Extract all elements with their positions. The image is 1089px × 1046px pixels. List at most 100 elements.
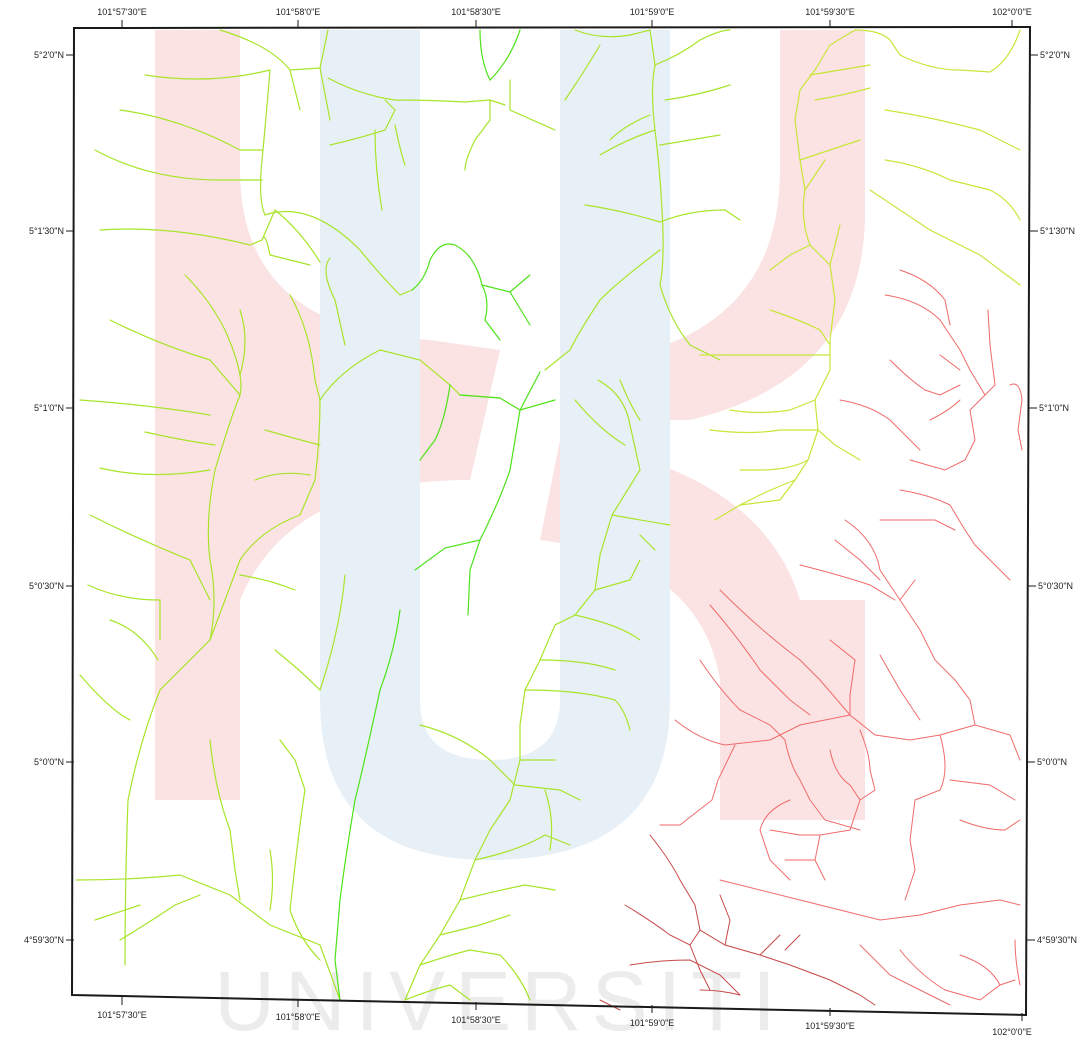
stream-line — [264, 211, 413, 296]
watermark-text: UNIVERSITI — [214, 954, 785, 1041]
stream-line — [574, 379, 671, 551]
stream-line — [261, 236, 311, 266]
stream-line — [689, 894, 731, 991]
stream-line — [79, 674, 131, 721]
stream-line — [814, 729, 876, 881]
right-lat-label: 5°2'0"N — [1040, 50, 1070, 60]
stream-line — [649, 834, 876, 1006]
stream-line — [329, 99, 406, 211]
stream-line — [709, 399, 861, 461]
stream-line — [839, 383, 1023, 451]
stream-line — [884, 294, 986, 471]
left-lat-label: 5°1'0"N — [34, 403, 64, 413]
stream-line — [109, 319, 241, 396]
stream-line — [584, 204, 741, 223]
stream-line — [411, 243, 531, 341]
left-lat-label: 5°0'0"N — [34, 757, 64, 767]
top-lon-label: 101°57'30"E — [97, 7, 147, 17]
left-lat-label: 4°59'30"N — [24, 935, 64, 945]
stream-line — [209, 739, 274, 911]
bottom-lon-label: 101°59'0"E — [630, 1018, 675, 1028]
right-lat-label: 5°0'30"N — [1038, 581, 1073, 591]
stream-line — [319, 349, 501, 401]
stream-line — [327, 77, 506, 106]
stream-line — [574, 29, 731, 66]
stream-line — [404, 834, 571, 1001]
stream-line — [844, 519, 1021, 761]
stream-line — [859, 939, 1021, 1006]
stream-line — [404, 379, 641, 1001]
stream-line — [79, 399, 211, 416]
right-lat-label: 5°0'0"N — [1037, 757, 1067, 767]
stream-line — [274, 574, 346, 692]
stream-line — [884, 109, 1021, 221]
stream-line — [464, 79, 556, 171]
left-lat-label: 5°2'0"N — [34, 50, 64, 60]
watermark-logo: UNIVERSITI — [155, 30, 865, 1046]
stream-line — [659, 739, 861, 831]
left-lat-label: 5°0'30"N — [29, 581, 64, 591]
stream-line — [674, 659, 851, 746]
stream-line — [699, 309, 831, 356]
stream-line — [899, 949, 1016, 1001]
bottom-longitude-labels: 101°57'30"E 101°58'0"E 101°58'30"E 101°5… — [97, 1010, 1032, 1037]
stream-line — [325, 257, 346, 346]
right-lat-label: 5°1'30"N — [1040, 226, 1075, 236]
stream-line — [709, 604, 921, 721]
stream-line — [289, 294, 321, 516]
stream-line — [889, 359, 961, 421]
top-lon-label: 101°59'30"E — [805, 7, 855, 17]
top-lon-label: 101°59'0"E — [630, 7, 675, 17]
stream-line — [419, 371, 556, 461]
right-latitude-labels: 5°2'0"N 5°1'30"N 5°1'0"N 5°0'30"N 5°0'0"… — [1037, 50, 1077, 945]
map-frame — [70, 25, 1032, 1017]
stream-line — [719, 879, 1021, 921]
watermark-u-shape — [320, 30, 670, 860]
stream-line — [419, 724, 581, 851]
stream-line — [544, 249, 721, 371]
stream-line — [799, 539, 916, 601]
right-lat-label: 5°1'0"N — [1039, 403, 1069, 413]
stream-line — [904, 734, 1021, 901]
stream-line — [599, 934, 801, 1011]
top-lon-label: 101°58'0"E — [276, 7, 321, 17]
stream-network-green — [75, 29, 1021, 1001]
stream-line — [759, 799, 821, 881]
right-lat-label: 4°59'30"N — [1037, 935, 1077, 945]
stream-line — [524, 559, 641, 731]
stream-line — [279, 739, 321, 961]
top-lon-label: 101°58'30"E — [451, 7, 501, 17]
stream-line — [89, 514, 211, 601]
stream-line — [739, 29, 856, 506]
stream-line — [94, 109, 263, 181]
left-latitude-labels: 5°2'0"N 5°1'30"N 5°1'0"N 5°0'30"N 5°0'0"… — [24, 50, 64, 945]
bottom-lon-label: 101°57'30"E — [97, 1010, 147, 1020]
stream-line — [87, 584, 161, 661]
stream-line — [239, 309, 321, 481]
stream-line — [99, 209, 321, 263]
stream-line — [99, 431, 216, 476]
graticule-ticks — [66, 20, 1038, 1021]
top-longitude-labels: 101°57'30"E 101°58'0"E 101°58'30"E 101°5… — [97, 7, 1032, 17]
stream-network-red — [599, 269, 1023, 1011]
stream-line — [599, 84, 731, 156]
stream-line — [869, 189, 1021, 286]
top-lon-label: 102°0'0"E — [992, 7, 1032, 17]
stream-line — [714, 459, 809, 521]
bottom-lon-label: 102°0'0"E — [992, 1027, 1032, 1037]
stream-line — [719, 589, 976, 741]
stream-line — [449, 954, 531, 1001]
stream-line — [414, 409, 521, 616]
stream-line — [769, 64, 871, 271]
stream-line — [124, 274, 242, 966]
watermark-right-arc — [610, 30, 865, 420]
stream-line — [879, 489, 1011, 581]
stream-line — [144, 69, 271, 216]
stream-line — [624, 904, 741, 996]
stream-line — [289, 67, 331, 121]
stream-line — [75, 874, 341, 1001]
stream-line — [564, 44, 664, 286]
stream-line — [209, 514, 301, 641]
stream-line — [899, 269, 996, 396]
stream-line — [334, 609, 401, 1001]
